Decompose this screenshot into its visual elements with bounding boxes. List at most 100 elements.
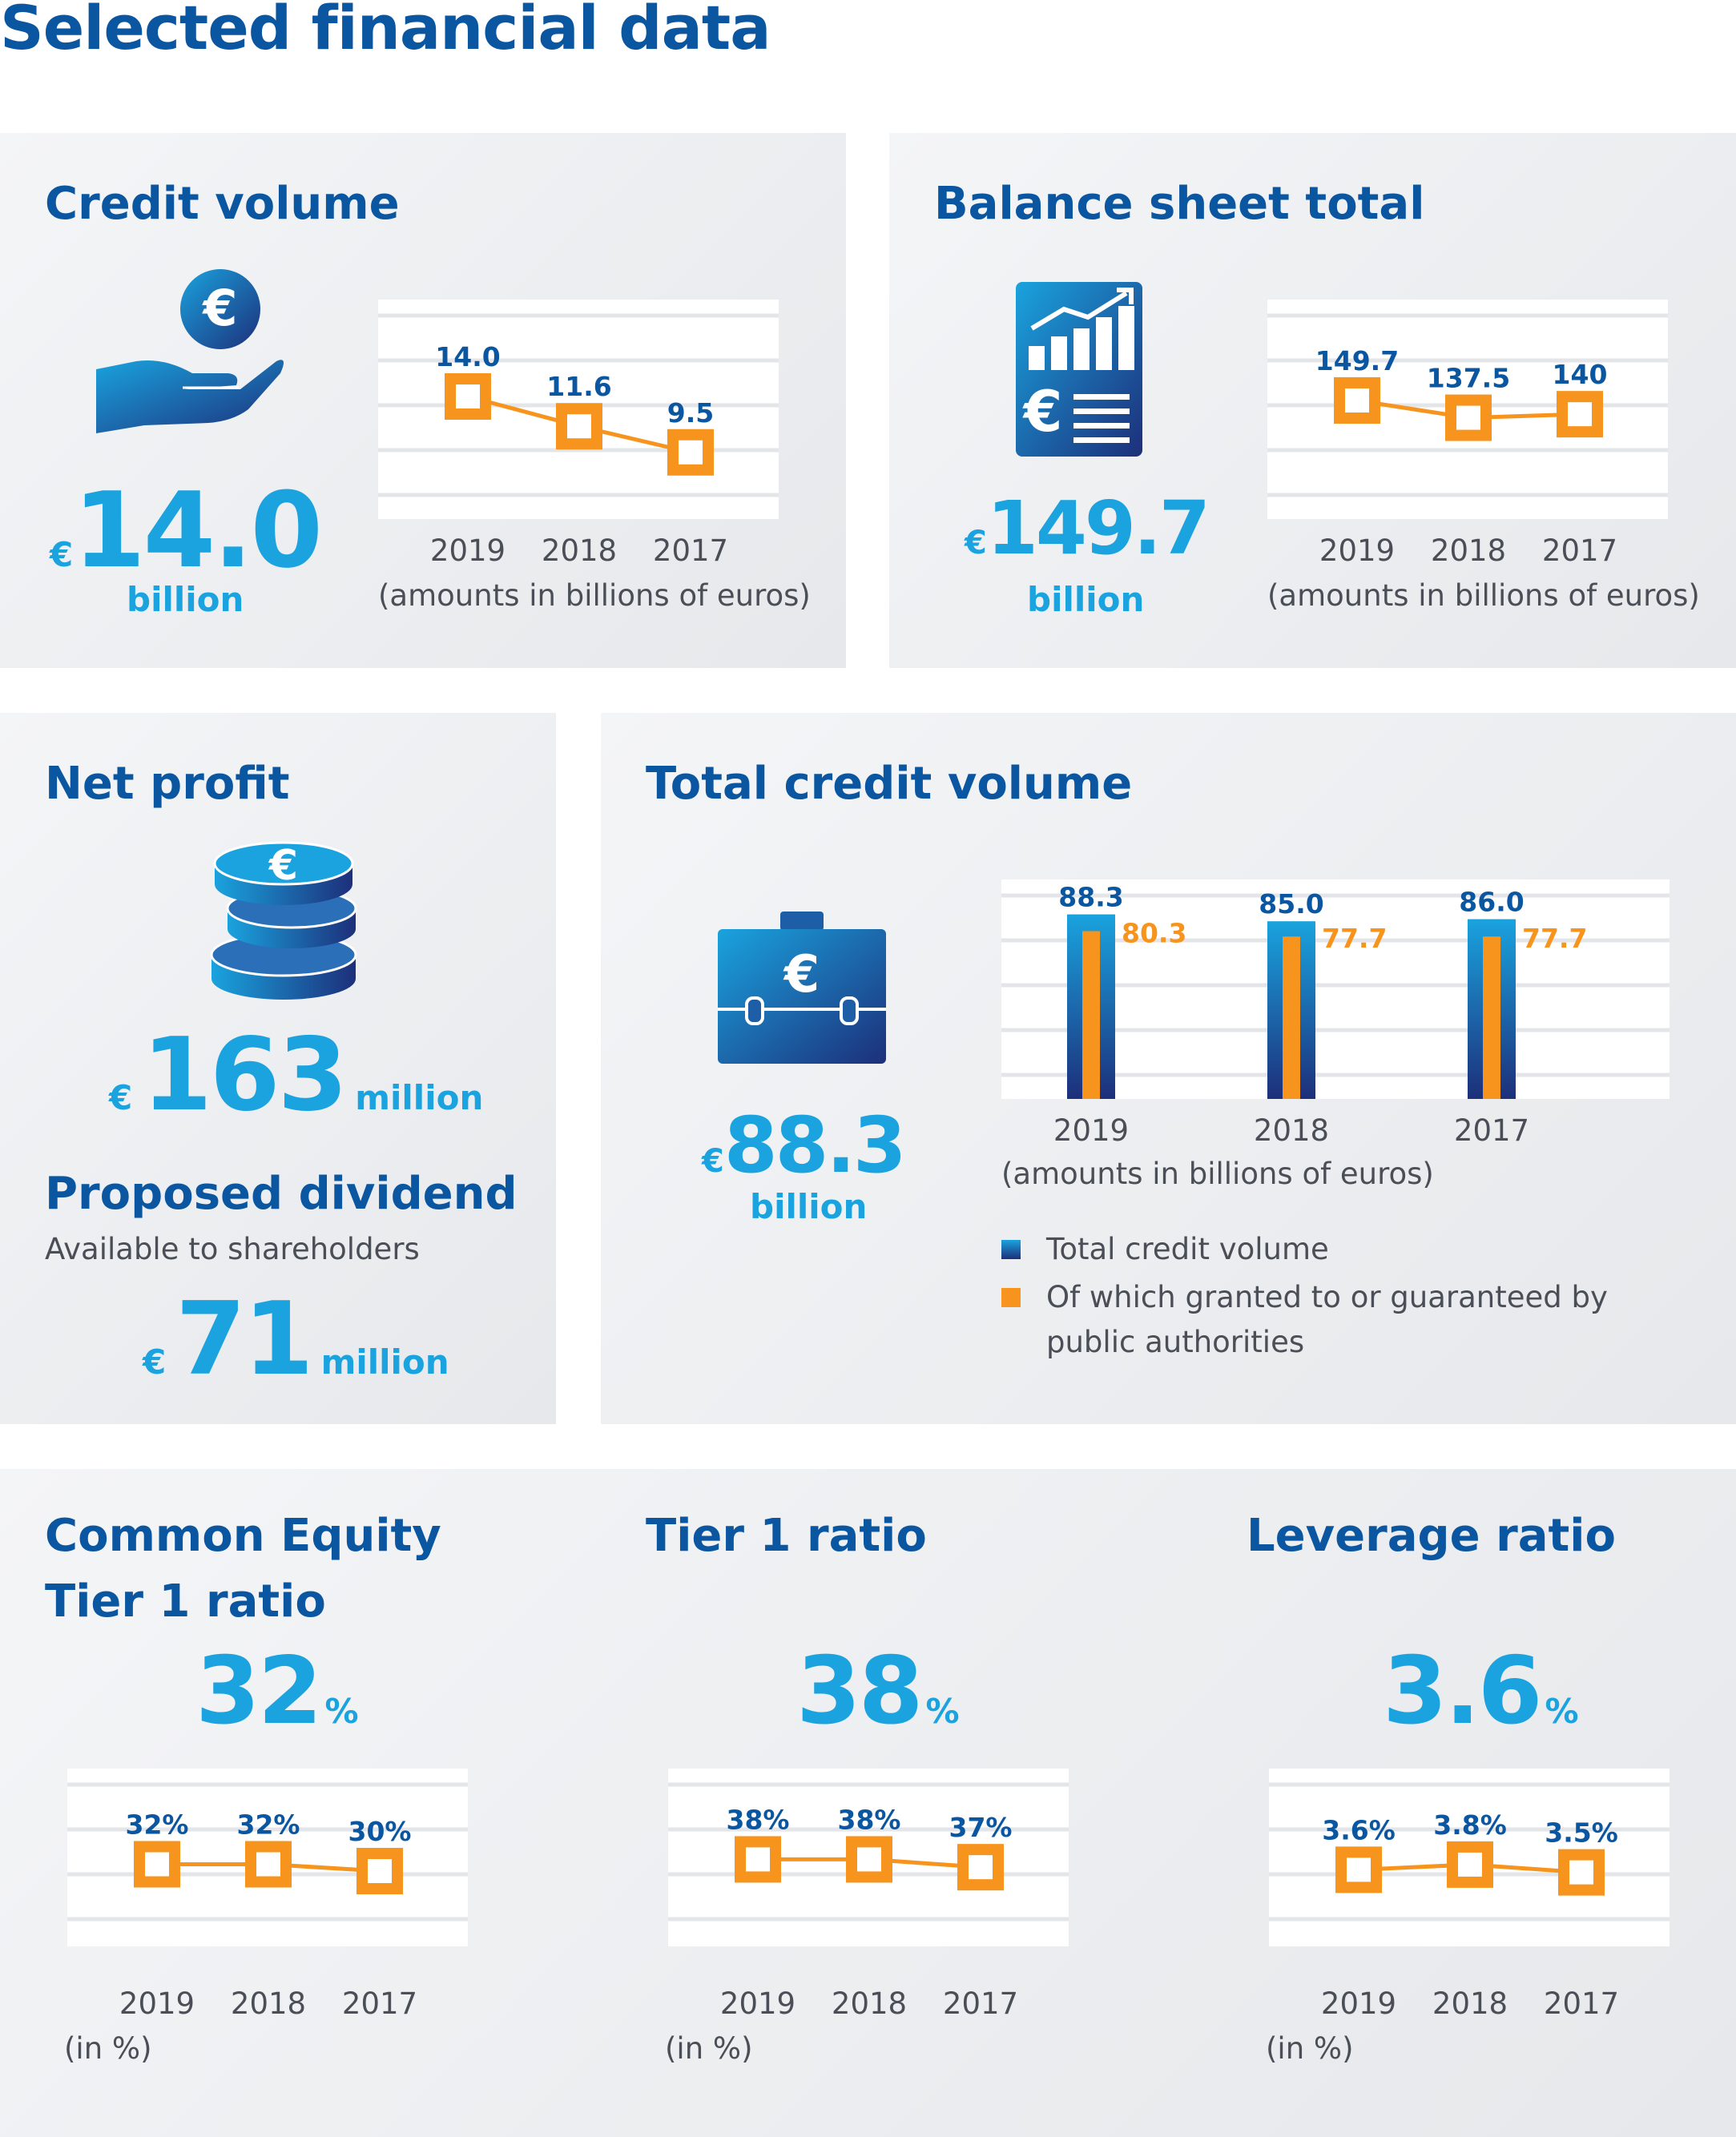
data-label: 37% xyxy=(949,1812,1013,1843)
tier1-unit: % xyxy=(925,1692,960,1731)
data-point xyxy=(445,373,491,420)
data-label: 3.5% xyxy=(1545,1817,1618,1849)
data-point xyxy=(134,1841,180,1888)
data-label: 14.0 xyxy=(435,341,500,372)
currency-symbol: € xyxy=(109,1078,133,1117)
page-title: Selected financial data xyxy=(0,0,771,63)
bar-public xyxy=(1483,936,1500,1099)
balance-sheet-card: Balance sheet total € €149.7 billion 149… xyxy=(889,133,1736,668)
balance-sheet-caption: (amounts in billions of euros) xyxy=(1267,578,1700,613)
total-credit-title: Total credit volume xyxy=(646,758,1133,810)
tier1-title: Tier 1 ratio xyxy=(646,1510,927,1562)
x-tick-label: 2018 xyxy=(1253,1113,1330,1148)
currency-symbol: € xyxy=(965,525,987,561)
cet1-title-line2: Tier 1 ratio xyxy=(45,1576,326,1628)
x-tick-label: 2018 xyxy=(1430,533,1507,568)
credit-volume-value: €14.0 xyxy=(50,469,323,591)
data-point xyxy=(846,1836,892,1883)
dividend-value: €71 million xyxy=(143,1280,449,1398)
leverage-title: Leverage ratio xyxy=(1247,1510,1616,1562)
dividend-unit: million xyxy=(320,1342,449,1382)
x-tick-label: 2017 xyxy=(1541,533,1618,568)
total-credit-unit: billion xyxy=(750,1187,868,1226)
x-tick-label: 2017 xyxy=(652,533,729,568)
proposed-dividend-title: Proposed dividend xyxy=(45,1168,518,1220)
data-point xyxy=(245,1841,292,1888)
data-label-total: 86.0 xyxy=(1459,887,1524,918)
data-label: 38% xyxy=(838,1804,901,1835)
cet1-unit: % xyxy=(324,1692,359,1731)
x-tick-label: 2018 xyxy=(831,1986,908,2021)
data-point xyxy=(356,1848,403,1894)
hand-euro-coin-icon: € xyxy=(96,269,284,433)
data-point xyxy=(735,1836,781,1883)
x-tick-label: 2019 xyxy=(119,1986,195,2021)
cet1-caption: (in %) xyxy=(64,2031,152,2066)
legend-swatch-total xyxy=(1001,1240,1021,1259)
x-tick-label: 2019 xyxy=(1053,1113,1130,1148)
currency-symbol: € xyxy=(50,535,74,574)
tier1-chart: 38% 38% 37% xyxy=(668,1769,1069,1946)
leverage-number: 3.6 xyxy=(1383,1637,1542,1745)
financial-report-icon: € xyxy=(1016,282,1142,457)
currency-symbol: € xyxy=(702,1143,724,1180)
x-tick-label: 2019 xyxy=(1320,1986,1397,2021)
total-credit-value: €88.3 xyxy=(702,1101,907,1190)
credit-volume-caption: (amounts in billions of euros) xyxy=(378,578,811,613)
data-label: 32% xyxy=(237,1809,300,1841)
data-label: 11.6 xyxy=(546,371,611,402)
total-credit-card: Total credit volume € €88.3 billion 88.3… xyxy=(601,713,1736,1424)
tier1-number: 38 xyxy=(796,1637,923,1745)
leverage-unit: % xyxy=(1545,1692,1579,1731)
credit-volume-unit: billion xyxy=(127,580,244,619)
net-profit-card: Net profit € €163 million Proposed divide… xyxy=(0,713,556,1424)
data-point xyxy=(1334,376,1380,424)
x-tick-label: 2017 xyxy=(942,1986,1019,2021)
data-label-total: 88.3 xyxy=(1058,882,1123,913)
data-point xyxy=(667,429,714,476)
data-label: 140 xyxy=(1553,359,1608,390)
data-label-public: 77.7 xyxy=(1322,923,1387,954)
data-label-public: 80.3 xyxy=(1122,917,1186,948)
svg-text:€: € xyxy=(783,945,820,1004)
legend-swatch-public xyxy=(1001,1288,1021,1307)
net-profit-number: 163 xyxy=(142,1016,348,1133)
total-credit-chart: 88.3 80.3 85.0 77.7 86.0 77.7 xyxy=(1001,879,1670,1099)
svg-text:€: € xyxy=(201,279,237,337)
net-profit-value: €163 million xyxy=(109,1016,483,1133)
tier1-caption: (in %) xyxy=(665,2031,753,2066)
svg-text:€: € xyxy=(1022,379,1063,445)
data-point xyxy=(1445,394,1492,441)
cet1-value: 32% xyxy=(195,1637,359,1745)
net-profit-title: Net profit xyxy=(45,758,290,810)
dividend-number: 71 xyxy=(175,1280,313,1398)
bar-public xyxy=(1082,931,1100,1099)
leverage-value: 3.6% xyxy=(1383,1637,1579,1745)
data-label: 32% xyxy=(126,1809,189,1841)
proposed-dividend-subtitle: Available to shareholders xyxy=(45,1232,420,1266)
ratios-card: Common Equity Tier 1 ratio 32% 32% 32% 30%… xyxy=(0,1469,1736,2137)
credit-volume-title: Credit volume xyxy=(45,178,400,230)
data-label: 38% xyxy=(727,1804,790,1835)
total-credit-caption: (amounts in billions of euros) xyxy=(1001,1157,1434,1191)
data-label: 30% xyxy=(348,1816,412,1847)
x-tick-label: 2018 xyxy=(230,1986,307,2021)
data-label: 137.5 xyxy=(1427,363,1510,394)
svg-text:€: € xyxy=(268,842,298,890)
balance-sheet-number: 149.7 xyxy=(986,485,1210,571)
data-point xyxy=(1557,391,1603,438)
bar-public xyxy=(1283,936,1300,1099)
x-tick-label: 2017 xyxy=(341,1986,418,2021)
credit-volume-card: Credit volume € €14.0 billion 14.0 11.6 9.… xyxy=(0,133,846,668)
tier1-value: 38% xyxy=(796,1637,960,1745)
currency-symbol: € xyxy=(143,1342,167,1382)
leverage-chart: 3.6% 3.8% 3.5% xyxy=(1269,1769,1670,1946)
total-credit-number: 88.3 xyxy=(723,1101,907,1190)
legend-label-public: Of which granted to or guaranteed by pub… xyxy=(1046,1280,1608,1359)
data-label-public: 77.7 xyxy=(1522,923,1587,954)
data-label: 149.7 xyxy=(1315,345,1399,376)
leverage-caption: (in %) xyxy=(1266,2031,1354,2066)
data-label: 9.5 xyxy=(667,397,714,429)
net-profit-unit: million xyxy=(355,1078,484,1117)
credit-volume-number: 14.0 xyxy=(73,469,323,591)
